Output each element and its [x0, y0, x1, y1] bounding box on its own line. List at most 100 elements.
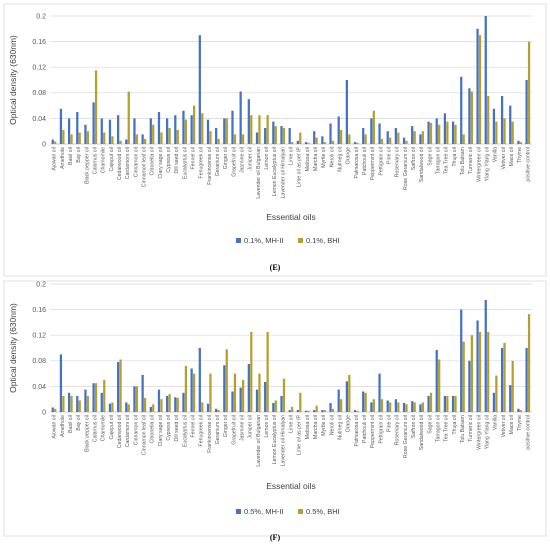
chart0-category-label: Peppermint oil: [370, 147, 376, 180]
chart0-category-label: Sandalwood oil: [419, 147, 425, 182]
chart0-bar-2-45: [421, 131, 424, 144]
chart0-bar-1-8: [116, 115, 120, 144]
chart1-category-label: Tolu Balsam: [460, 415, 466, 443]
chart0-bar-2-40: [380, 138, 384, 144]
chart1-bar-2-46: [429, 392, 433, 412]
chart1-bar-1-52: [476, 320, 479, 412]
chart0-category-label: Calamus oil: [92, 147, 98, 174]
chart-e: 0 0.04 0.08 0.12 0.16 0.2 Optical density (630…: [8, 13, 532, 245]
chart0-bar-1-14: [166, 118, 169, 144]
chart1-category-label: Vanilla: [493, 415, 499, 430]
chart1-category-label: Rosemary oil: [395, 415, 401, 445]
chart0-category-label: Wintergreen oil: [476, 147, 482, 182]
chart0-ylabel: Optical density (630nm): [8, 35, 18, 125]
chart0-bar-1-31: [304, 142, 308, 144]
chart0-bar-1-43: [402, 137, 406, 144]
chart1-category-label: Fenugreek oil: [199, 415, 205, 446]
chart1-bar-1-28: [280, 396, 283, 412]
chart0-bar-2-22: [233, 134, 237, 144]
chart0-category-label: Cedarwood oil: [117, 147, 123, 180]
chart0-bar-2-41: [389, 137, 392, 144]
chart1-bar-1-50: [460, 309, 463, 412]
chart1-bar-2-57: [519, 410, 523, 412]
chart0-bar-2-34: [331, 140, 335, 144]
chart1-category-label: Juniper oil: [248, 415, 254, 439]
chart1-ytick-label: 0.08: [32, 358, 46, 365]
chart1-bar-1-23: [239, 387, 242, 412]
chart1-bar-1-0: [51, 407, 54, 412]
chart0-bar-1-17: [190, 115, 193, 144]
chart0-bar-1-16: [182, 110, 185, 144]
panel-label-e: (E): [270, 263, 281, 272]
chart1-bar-2-9: [127, 404, 130, 412]
chart1-xlabel: Essential oils: [266, 481, 316, 491]
chart0-bar-2-44: [413, 131, 416, 144]
chart0-category-label: Citronella oil: [150, 147, 156, 176]
chart0-category-label: Patchouli oil: [362, 147, 368, 175]
chart0-category-label: Tea Tree oil: [444, 147, 450, 174]
chart1-bar-1-46: [427, 396, 430, 412]
chart1-bar-1-22: [231, 391, 234, 412]
chart1-bar-2-31: [307, 410, 310, 412]
chart0-category-label: Vetiver oil: [501, 147, 507, 170]
chart0-bar-1-4: [84, 124, 87, 144]
chart1-category-label: Fennel oil: [190, 415, 196, 438]
chart0-bar-2-14: [168, 128, 171, 144]
chart1-category-label: Jasmine oil: [239, 415, 245, 441]
chart0-bar-1-27: [272, 121, 275, 144]
chart1-bar-2-19: [209, 373, 212, 412]
chart0-bar-2-54: [495, 121, 498, 144]
chart0-bar-2-31: [307, 142, 310, 144]
chart1-category-label: Sage oil: [427, 415, 433, 434]
chart1-bar-2-5: [94, 383, 98, 412]
chart1-ytick-label: 0.16: [32, 307, 46, 314]
chart1-category-label: Bay oil: [76, 415, 82, 431]
chart0-category-label: positive control: [525, 147, 531, 182]
chart0-category-label: Chamomile: [101, 147, 107, 173]
chart0-category-label: Myrtle oil: [321, 147, 327, 168]
chart1-bar-1-33: [321, 410, 324, 412]
chart0-category-label: Lemon Eucalyptus oil: [272, 147, 278, 196]
chart1-category-label: Citronella oil: [150, 415, 156, 444]
chart1-ytick-label: 0.04: [32, 384, 46, 391]
chart0-bar-1-21: [223, 118, 226, 144]
chart0-bar-2-28: [282, 128, 286, 144]
chart0-ytick-label: 0.04: [32, 116, 46, 123]
chart0-bar-2-36: [348, 134, 351, 144]
chart0-bar-1-51: [468, 88, 471, 144]
chart0-bar-1-47: [435, 118, 438, 144]
chart0-bar-2-7: [111, 136, 114, 144]
chart0-category-label: Lime oil as per IP: [297, 146, 303, 187]
chart0-bar-2-5: [94, 70, 98, 144]
chart0-bar-1-29: [288, 128, 291, 144]
chart0-bar-2-56: [511, 121, 514, 144]
chart0-bar-2-58: [527, 41, 531, 144]
chart1-bar-2-52: [478, 332, 482, 412]
chart1-bar-2-18: [201, 402, 204, 412]
chart0-category-label: Rose Geranium oil: [403, 147, 409, 190]
chart1-category-label: Cajeput oil: [109, 415, 115, 440]
chart1-bar-1-51: [468, 360, 471, 412]
chart1-category-label: Thuja oil: [452, 415, 458, 435]
chart0-bar-2-53: [487, 96, 490, 144]
chart1-legend-swatch-2: [298, 509, 303, 514]
chart1-category-label: Lavender oil Bulgarian: [256, 415, 262, 467]
chart1-ytick-label: 0: [42, 409, 46, 416]
chart0-category-label: Sage oil: [427, 147, 433, 166]
chart1-bar-2-28: [282, 378, 286, 412]
chart0-bar-1-57: [517, 140, 520, 144]
chart1-category-label: Amethole: [60, 415, 66, 437]
chart0-category-label: Cajeput oil: [109, 147, 115, 172]
chart1-bar-2-23: [241, 380, 245, 412]
chart1-bar-1-49: [451, 396, 455, 412]
chart0-bar-2-12: [152, 124, 155, 144]
chart1-bar-2-33: [323, 410, 326, 412]
chart1-bar-2-11: [143, 397, 147, 412]
chart0-bar-1-6: [100, 118, 103, 144]
chart1-bar-1-17: [190, 368, 193, 412]
chart1-category-label: Lime oil as per IP: [297, 414, 303, 455]
chart0-bar-2-26: [266, 115, 269, 144]
chart0-bar-2-1: [62, 129, 65, 144]
chart0-category-label: Ginger oil: [223, 147, 229, 169]
chart1-category-label: Lavender oil Himalyan: [280, 415, 286, 466]
